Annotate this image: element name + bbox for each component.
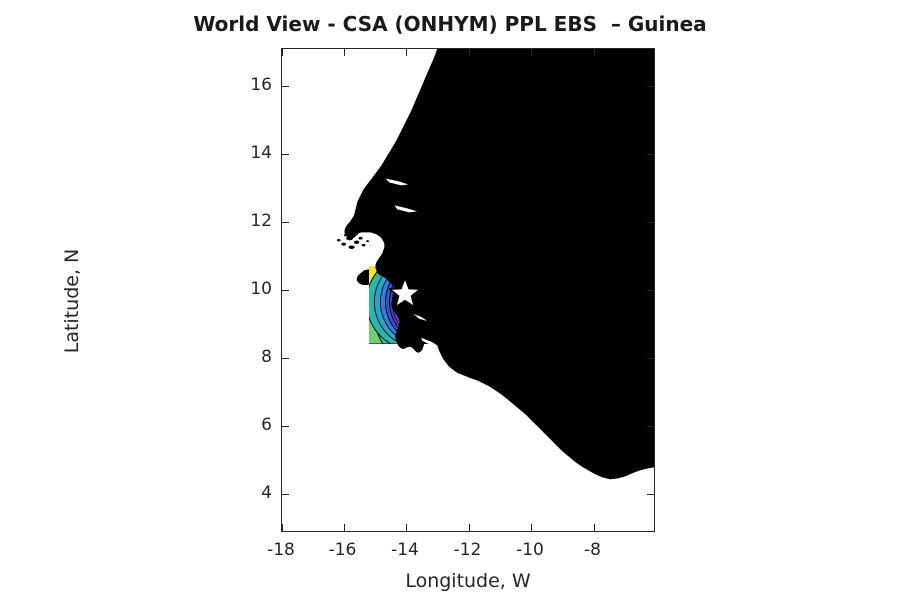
- xtick-mark: [593, 524, 595, 531]
- xtick-label: -10: [516, 540, 544, 560]
- y-axis-label: Latitude, N: [61, 248, 83, 354]
- ytick-mark: [282, 222, 289, 224]
- x-axis-label: Longitude, W: [405, 570, 531, 592]
- ytick-mark-right: [647, 154, 654, 156]
- ytick-mark-right: [647, 222, 654, 224]
- ytick-mark: [282, 426, 289, 428]
- xtick-mark-top: [406, 49, 408, 56]
- ebs-contour-patch: [369, 266, 438, 344]
- ytick-mark: [282, 154, 289, 156]
- xtick-mark: [406, 524, 408, 531]
- ytick-mark: [282, 494, 289, 496]
- landmass-layer: [282, 49, 654, 531]
- ytick-label: 14: [250, 143, 272, 163]
- ytick-label: 12: [250, 211, 272, 231]
- xtick-label: -18: [267, 540, 295, 560]
- ytick-label: 16: [250, 75, 272, 95]
- xtick-mark-top: [468, 49, 470, 56]
- ytick-mark: [282, 86, 289, 88]
- ytick-label: 10: [250, 279, 272, 299]
- ytick-mark: [282, 358, 289, 360]
- ytick-label: 8: [261, 347, 272, 367]
- xtick-mark-top: [343, 49, 345, 56]
- xtick-mark: [468, 524, 470, 531]
- xtick-mark: [531, 524, 533, 531]
- ytick-label: 4: [261, 483, 272, 503]
- ytick-label: 6: [261, 415, 272, 435]
- ytick-mark-right: [647, 86, 654, 88]
- xtick-mark-top: [531, 49, 533, 56]
- ytick-mark-right: [647, 358, 654, 360]
- xtick-mark-top: [593, 49, 595, 56]
- xtick-label: -8: [584, 540, 601, 560]
- xtick-label: -14: [391, 540, 419, 560]
- map-axes: [281, 48, 655, 532]
- xtick-label: -12: [453, 540, 482, 560]
- ytick-mark-right: [647, 494, 654, 496]
- xtick-mark: [282, 524, 284, 531]
- page-title: World View - CSA (ONHYM) PPL EBS – Guine…: [193, 12, 707, 36]
- xtick-mark-top: [282, 49, 284, 56]
- ytick-mark-right: [647, 426, 654, 428]
- xtick-label: -16: [328, 540, 357, 560]
- ytick-mark-right: [647, 290, 654, 292]
- ytick-mark: [282, 290, 289, 292]
- xtick-mark: [343, 524, 345, 531]
- landmass-polygon: [344, 49, 654, 480]
